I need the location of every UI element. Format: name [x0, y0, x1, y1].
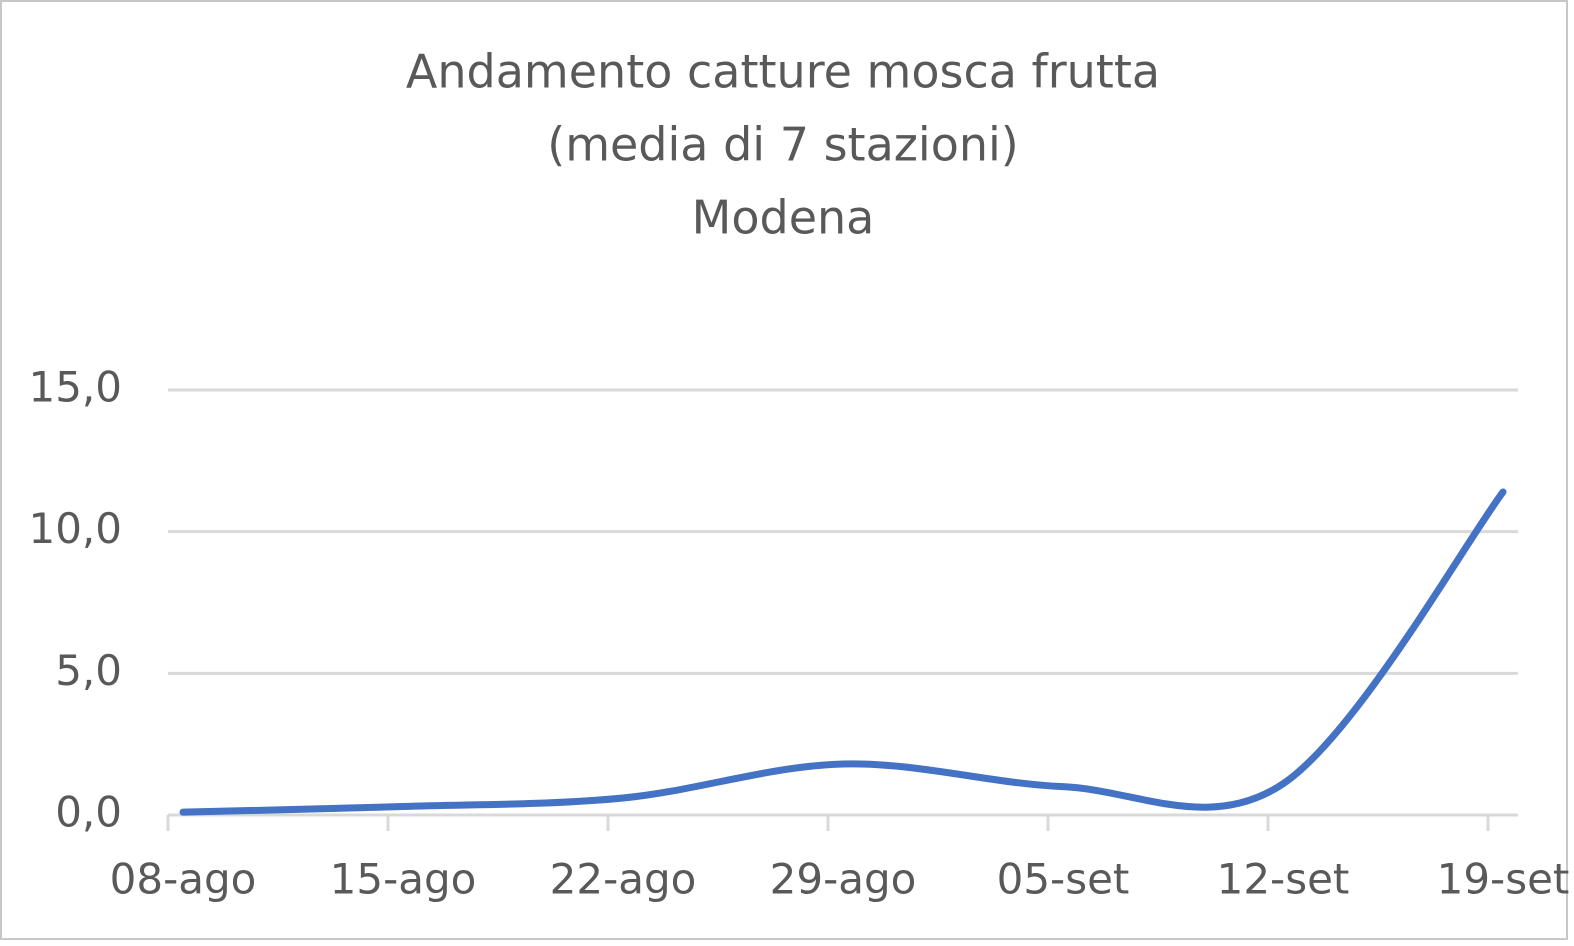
chart-title: Modena — [692, 191, 875, 245]
x-tick-label: 08-ago — [110, 855, 257, 904]
x-tick-label: 15-ago — [330, 855, 477, 904]
chart-title: (media di 7 stazioni) — [547, 118, 1018, 172]
y-tick-label: 5,0 — [55, 646, 122, 695]
chart-title: Andamento catture mosca frutta — [406, 45, 1160, 99]
x-tick-label: 12-set — [1217, 855, 1350, 904]
y-tick-label: 10,0 — [28, 504, 122, 553]
x-tick-label: 29-ago — [770, 855, 917, 904]
y-tick-label: 0,0 — [55, 788, 122, 837]
x-tick-label: 19-set — [1437, 855, 1570, 904]
x-tick-label: 05-set — [997, 855, 1130, 904]
x-tick-label: 22-ago — [550, 855, 697, 904]
data-line — [179, 488, 1507, 816]
y-tick-label: 15,0 — [28, 363, 122, 412]
